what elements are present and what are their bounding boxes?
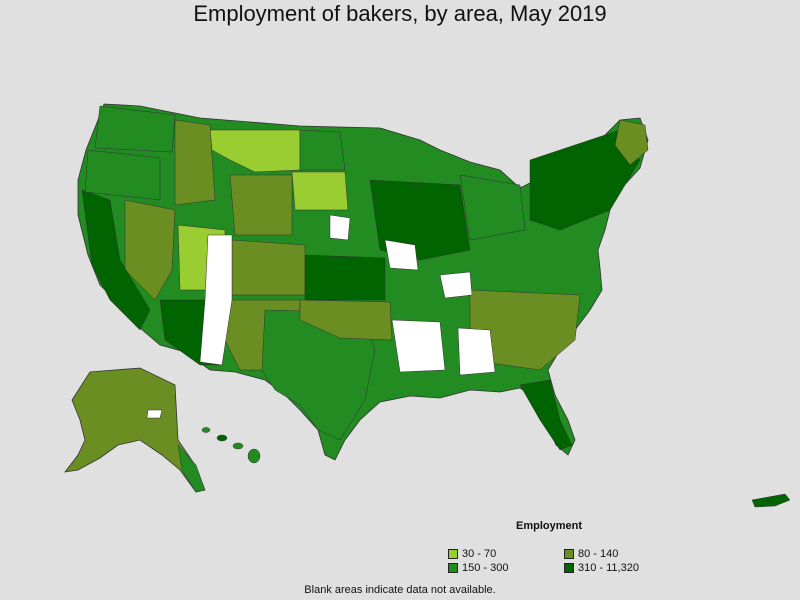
legend-label: 150 - 300 bbox=[462, 562, 509, 574]
idaho-region bbox=[174, 119, 216, 206]
legend: Employment 30 - 70 80 - 140 150 - 300 31… bbox=[448, 520, 688, 576]
oregon-region bbox=[84, 149, 161, 201]
no-data-area-southwest bbox=[199, 234, 233, 366]
no-data-area-nebraska bbox=[329, 214, 351, 241]
footnote: Blank areas indicate data not available. bbox=[304, 584, 496, 596]
legend-label: 30 - 70 bbox=[462, 548, 497, 560]
no-data-area-south-central bbox=[391, 319, 446, 373]
legend-item-30-70: 30 - 70 bbox=[448, 548, 496, 560]
legend-swatch bbox=[564, 563, 574, 574]
wyoming-region bbox=[229, 174, 293, 236]
legend-swatch bbox=[448, 563, 458, 574]
washington-region bbox=[94, 105, 176, 153]
legend-label: 310 - 11,320 bbox=[578, 562, 639, 574]
no-data-area-missouri bbox=[384, 239, 419, 271]
contiguous-us bbox=[77, 103, 649, 461]
maine-region bbox=[614, 119, 649, 166]
great-lakes-region bbox=[459, 174, 526, 241]
legend-label: 80 - 140 bbox=[578, 548, 619, 560]
alaska-no-data-area bbox=[146, 409, 163, 419]
map-title: Employment of bakers, by area, May 2019 bbox=[193, 1, 607, 26]
hawaii-island-1 bbox=[201, 427, 211, 433]
hawaii-island-3 bbox=[232, 442, 244, 450]
florida-region bbox=[519, 379, 573, 451]
kansas-region bbox=[304, 254, 386, 301]
puerto-rico-shape bbox=[751, 493, 791, 508]
north-dakota-region bbox=[299, 129, 346, 171]
alaska-southeast-area bbox=[177, 444, 206, 493]
legend-item-80-140: 80 - 140 bbox=[564, 548, 618, 560]
alaska-shape bbox=[64, 367, 206, 493]
legend-item-150-300: 150 - 300 bbox=[448, 562, 508, 574]
hawaii-island-2 bbox=[216, 434, 228, 442]
legend-item-310-11320: 310 - 11,320 bbox=[564, 562, 639, 574]
alaska bbox=[64, 367, 206, 493]
hawaii-island-4 bbox=[247, 448, 261, 464]
no-data-area-kentucky bbox=[439, 271, 473, 299]
puerto-rico bbox=[751, 493, 791, 508]
nevada-region bbox=[124, 199, 176, 301]
california-coast-region bbox=[81, 189, 151, 331]
legend-swatch bbox=[448, 549, 458, 560]
midwest-region bbox=[369, 179, 471, 261]
no-data-area-deep-south bbox=[457, 327, 496, 376]
legend-swatch bbox=[564, 549, 574, 560]
hawaii bbox=[201, 427, 261, 464]
legend-title: Employment bbox=[516, 520, 583, 532]
oklahoma-region bbox=[299, 299, 393, 341]
colorado-region bbox=[231, 239, 306, 296]
south-dakota-region bbox=[291, 171, 349, 211]
